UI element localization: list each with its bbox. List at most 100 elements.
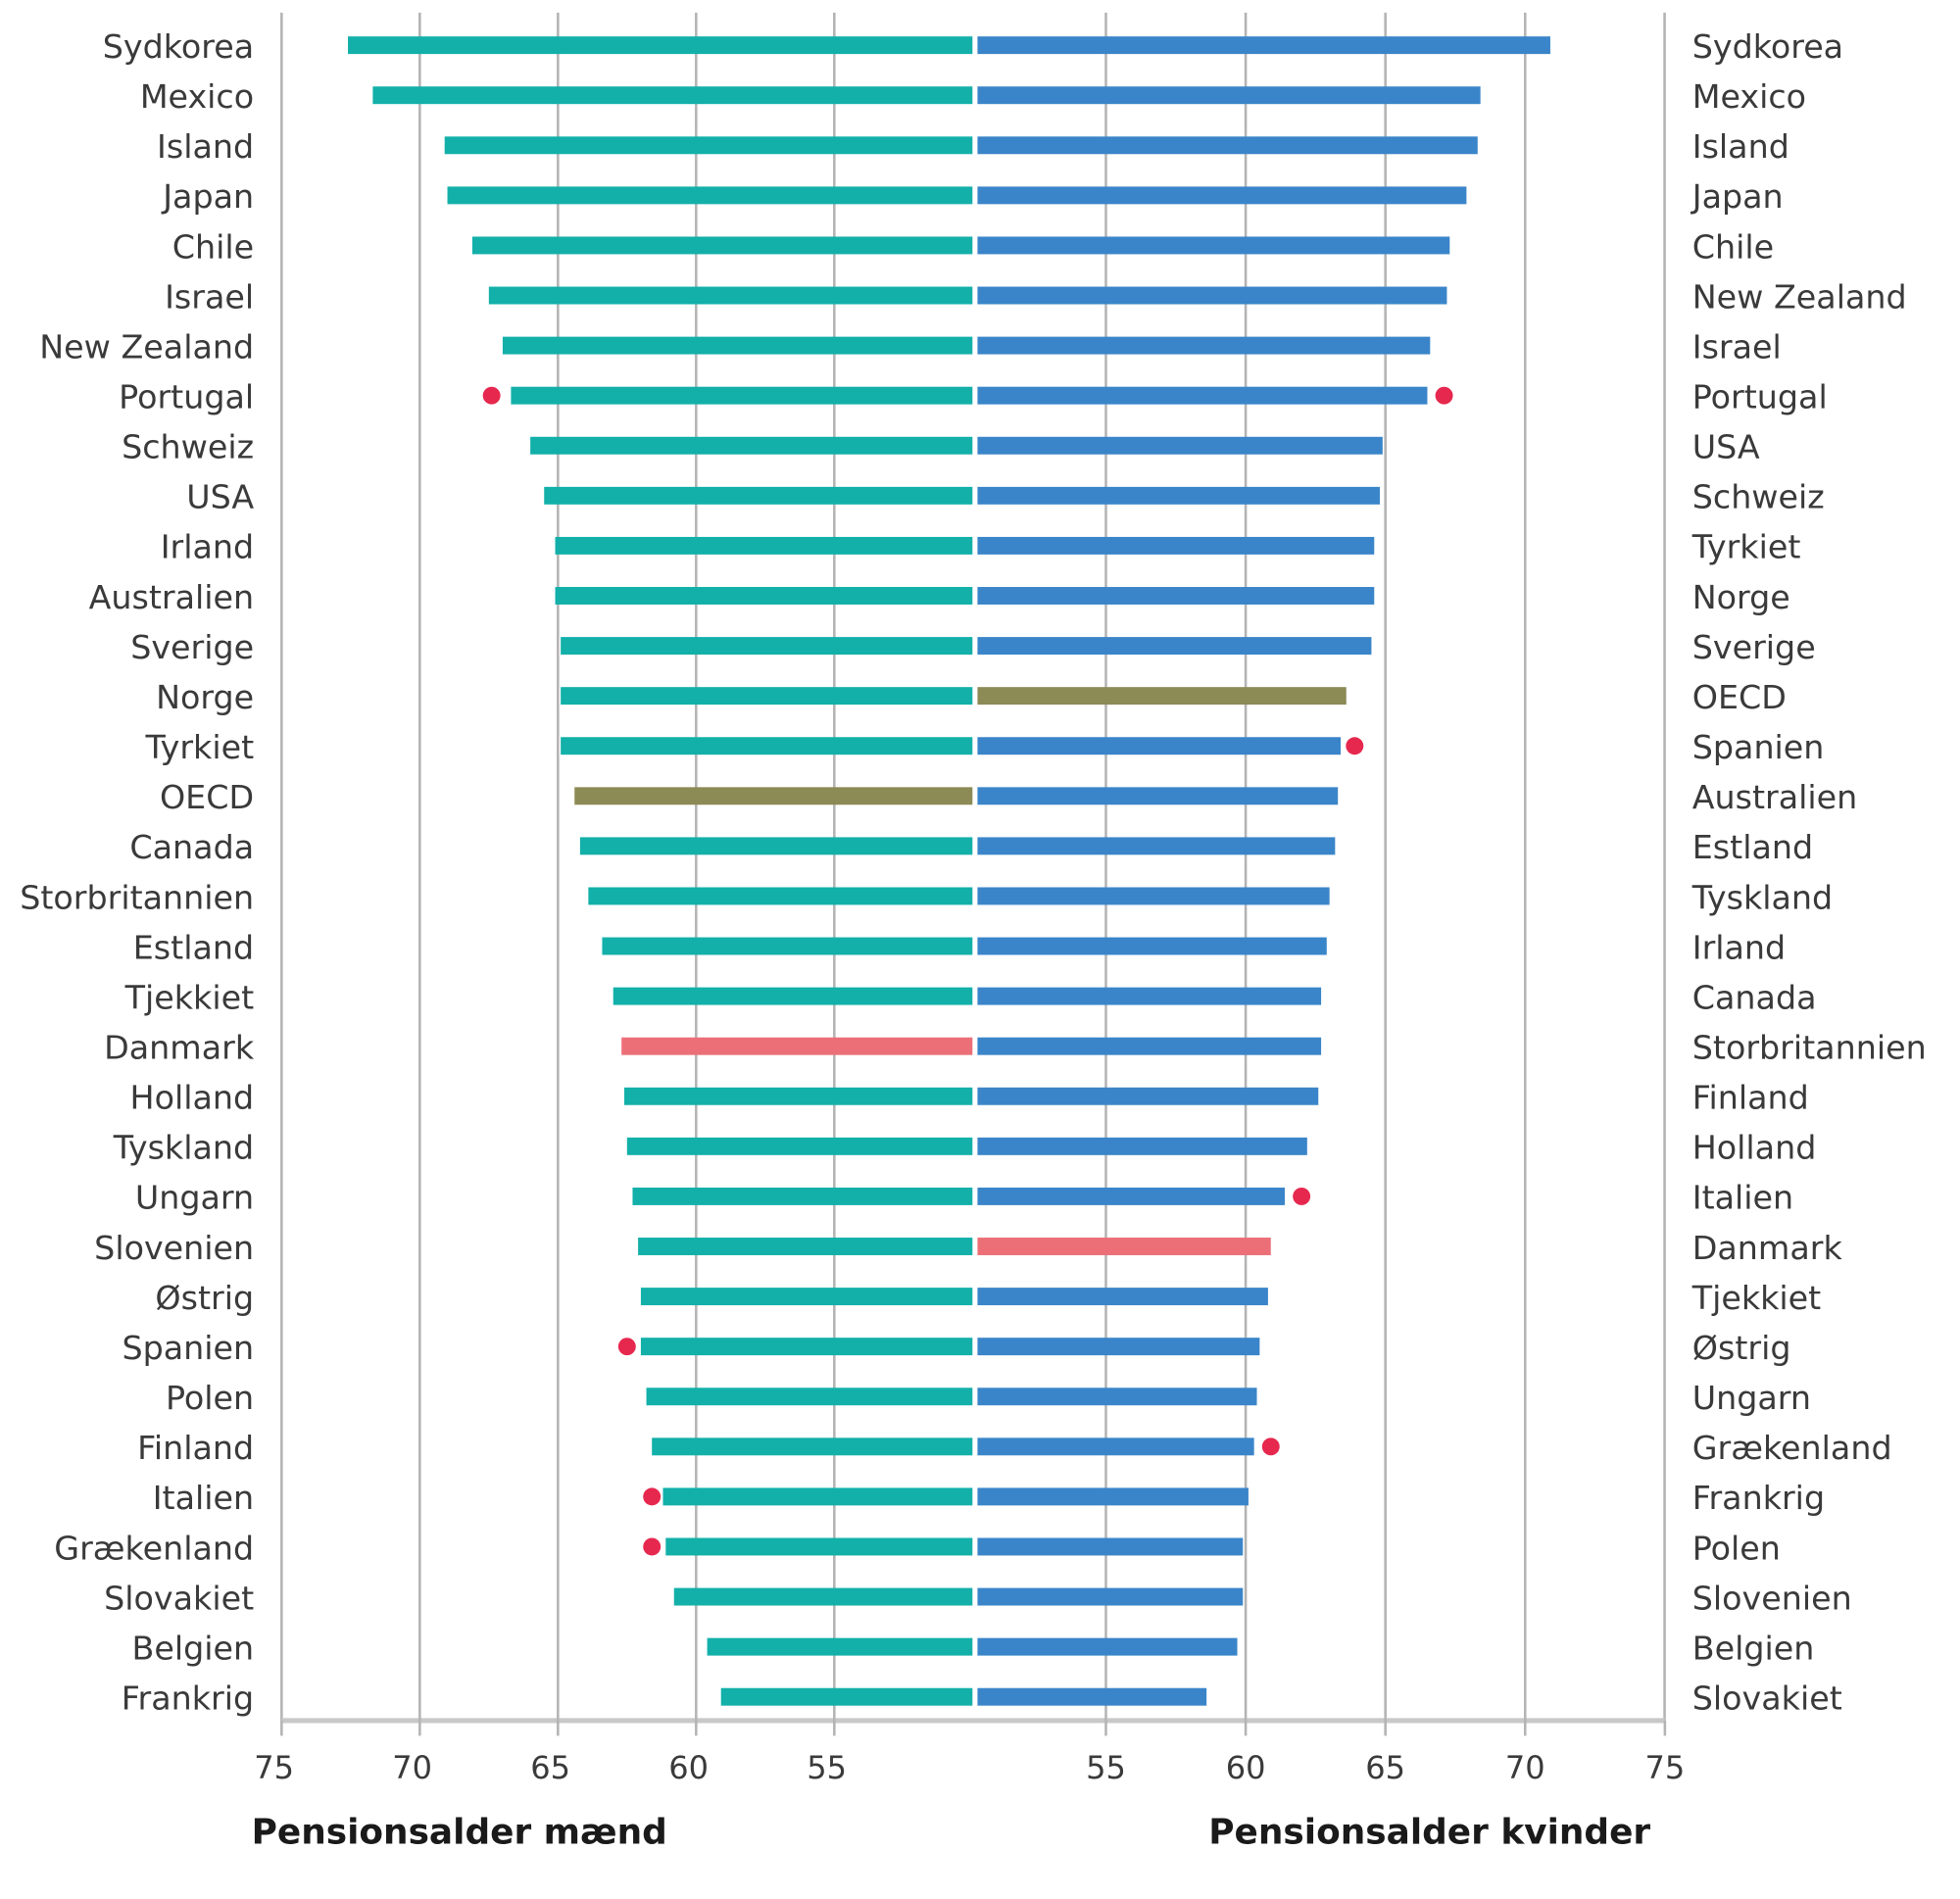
right-category-label: Storbritannien xyxy=(1692,1029,1927,1067)
bar-women xyxy=(977,1137,1307,1155)
bar-men xyxy=(602,937,973,955)
right-category-label: OECD xyxy=(1692,678,1787,716)
bar-men xyxy=(612,987,973,1005)
bar-men xyxy=(555,587,973,605)
right-category-label: Irland xyxy=(1692,928,1786,966)
left-category-label: Danmark xyxy=(104,1029,255,1067)
bar-women xyxy=(977,1388,1257,1406)
left-category-label: Estland xyxy=(133,928,254,966)
bar-women xyxy=(977,386,1428,405)
bar-women xyxy=(977,587,1375,605)
bar-men xyxy=(707,1637,973,1656)
bar-men xyxy=(626,1137,973,1155)
left-tick-label: 75 xyxy=(254,1749,294,1786)
bar-women xyxy=(977,1437,1254,1456)
left-category-label: Chile xyxy=(172,227,254,266)
left-category-label: Belgien xyxy=(132,1629,255,1667)
bar-women xyxy=(977,637,1372,656)
right-category-label: Polen xyxy=(1692,1529,1781,1567)
bar-men xyxy=(640,1338,973,1356)
left-category-label: Australien xyxy=(89,578,255,616)
bar-women xyxy=(977,987,1322,1005)
bar-men xyxy=(502,336,973,355)
left-category-label: Canada xyxy=(129,828,254,866)
bar-women xyxy=(977,837,1336,855)
left-category-label: Tyskland xyxy=(113,1129,254,1167)
bar-men xyxy=(665,1537,973,1556)
bar-women xyxy=(977,1288,1268,1306)
bar-women xyxy=(977,1637,1238,1656)
bar-women xyxy=(977,1687,1207,1706)
marker-dot-women xyxy=(1435,386,1453,405)
right-category-label: Schweiz xyxy=(1692,478,1825,516)
left-category-label: Mexico xyxy=(140,77,254,116)
bar-women xyxy=(977,1087,1319,1105)
bars xyxy=(348,36,1550,1706)
right-tick-label: 70 xyxy=(1505,1749,1545,1786)
right-category-label: Sverige xyxy=(1692,628,1816,666)
left-category-label: Japan xyxy=(161,177,254,216)
left-category-label: Irland xyxy=(161,528,254,566)
left-tick-label: 55 xyxy=(807,1749,847,1786)
bar-men xyxy=(673,1587,973,1606)
bar-men xyxy=(488,286,973,305)
bar-women xyxy=(977,36,1550,55)
bar-women xyxy=(977,186,1467,205)
left-tick-label: 65 xyxy=(530,1749,570,1786)
left-category-label: Island xyxy=(157,127,254,166)
left-category-label: Frankrig xyxy=(122,1680,254,1718)
right-axis-title: Pensionsalder kvinder xyxy=(1208,1813,1650,1853)
bar-men xyxy=(555,536,973,555)
right-tick-label: 65 xyxy=(1365,1749,1405,1786)
bar-men xyxy=(348,36,973,55)
bar-men xyxy=(646,1388,973,1406)
right-category-label: Island xyxy=(1692,127,1789,166)
bar-men xyxy=(640,1288,973,1306)
bar-women xyxy=(977,336,1431,355)
bar-women xyxy=(977,536,1375,555)
right-category-label: Ungarn xyxy=(1692,1379,1811,1417)
bar-men xyxy=(621,1037,973,1055)
bar-women xyxy=(977,286,1447,305)
gridlines xyxy=(280,12,1667,1736)
bar-men xyxy=(471,236,973,255)
right-category-label: Israel xyxy=(1692,327,1782,365)
bar-men xyxy=(530,436,973,455)
left-category-label: Israel xyxy=(165,277,254,316)
bar-women xyxy=(977,236,1450,255)
right-category-label: Chile xyxy=(1692,227,1774,266)
right-category-label: Portugal xyxy=(1692,378,1828,416)
left-category-label: New Zealand xyxy=(39,327,254,365)
right-category-label: USA xyxy=(1692,428,1760,466)
left-tick-label: 70 xyxy=(392,1749,432,1786)
bar-women xyxy=(977,436,1383,455)
right-category-label: Finland xyxy=(1692,1079,1809,1117)
right-tick-label: 75 xyxy=(1644,1749,1685,1786)
bar-men xyxy=(638,1238,973,1255)
left-category-label: Norge xyxy=(156,678,254,716)
marker-dot-men xyxy=(482,386,501,405)
right-category-label: Tyskland xyxy=(1691,878,1833,916)
right-category-label: Mexico xyxy=(1692,77,1806,116)
right-category-label: Tyrkiet xyxy=(1691,528,1801,566)
bar-men xyxy=(372,86,973,105)
right-category-label: Japan xyxy=(1690,177,1784,216)
bar-men xyxy=(632,1187,973,1205)
right-category-label: New Zealand xyxy=(1692,277,1907,316)
bar-men xyxy=(444,136,973,155)
bar-men xyxy=(579,837,973,855)
bar-men xyxy=(561,637,973,656)
bar-men xyxy=(561,737,973,755)
left-category-label: Grækenland xyxy=(54,1529,254,1567)
right-category-label: Slovenien xyxy=(1692,1579,1852,1617)
bar-men xyxy=(511,386,973,405)
bar-men xyxy=(624,1087,973,1105)
bar-women xyxy=(977,737,1342,755)
bar-women xyxy=(977,1338,1260,1356)
right-tick-label: 60 xyxy=(1226,1749,1266,1786)
bar-men xyxy=(574,787,973,805)
right-category-label: Belgien xyxy=(1692,1629,1815,1667)
marker-dot-men xyxy=(617,1338,636,1356)
category-labels: Sydkorea Mexico Island Japan Chile Israel New … xyxy=(20,27,1927,1718)
